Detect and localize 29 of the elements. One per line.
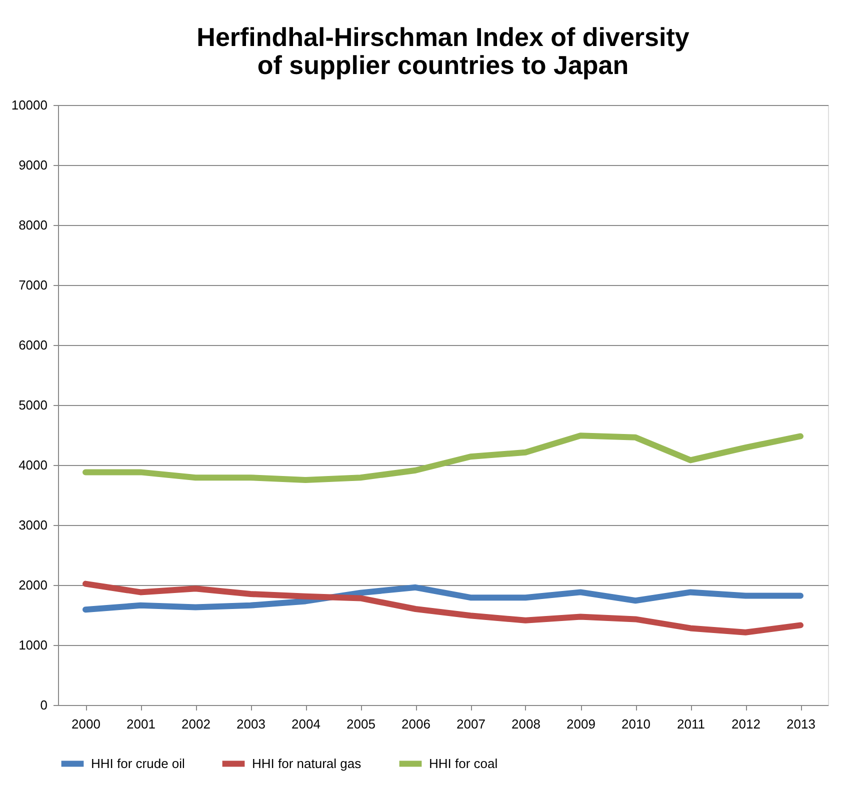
x-tick-label: 2000 — [72, 716, 100, 732]
x-tick-label: 2004 — [292, 716, 320, 732]
y-tick-label: 8000 — [18, 218, 48, 232]
x-tick-label: 2003 — [236, 716, 266, 732]
y-tick-label: 5000 — [18, 398, 48, 412]
y-tick-label: 4000 — [18, 458, 48, 472]
x-tick-label: 2002 — [182, 716, 210, 732]
x-tick-label: 2010 — [622, 716, 650, 732]
x-tick-label: 2012 — [732, 716, 760, 732]
legend-label: HHI for crude oil — [91, 756, 186, 771]
y-tick-label: 2000 — [18, 578, 48, 592]
legend-label: HHI for coal — [429, 756, 498, 771]
y-tick-label: 7000 — [18, 278, 48, 292]
chart-title: Herfindhal-Hirschman Index of diversity of supplier countries to Japan — [196, 22, 690, 80]
y-tick-label: 9000 — [18, 158, 48, 172]
legend-label: HHI for natural gas — [252, 756, 362, 771]
y-tick-label: 1000 — [18, 638, 48, 652]
y-tick-label: 6000 — [18, 338, 48, 352]
x-tick-label: 2007 — [456, 716, 486, 732]
y-tick-label: 0 — [40, 698, 48, 712]
x-tick-label: 2006 — [402, 716, 430, 732]
y-tick-label: 10000 — [11, 98, 48, 112]
x-tick-label: 2009 — [566, 716, 596, 732]
x-tick-label: 2001 — [126, 716, 156, 732]
x-tick-label: 2013 — [786, 716, 816, 732]
y-tick-label: 3000 — [18, 518, 48, 532]
x-tick-label: 2005 — [346, 716, 376, 732]
x-tick-label: 2008 — [512, 716, 540, 732]
x-tick-label: 2011 — [677, 716, 705, 732]
